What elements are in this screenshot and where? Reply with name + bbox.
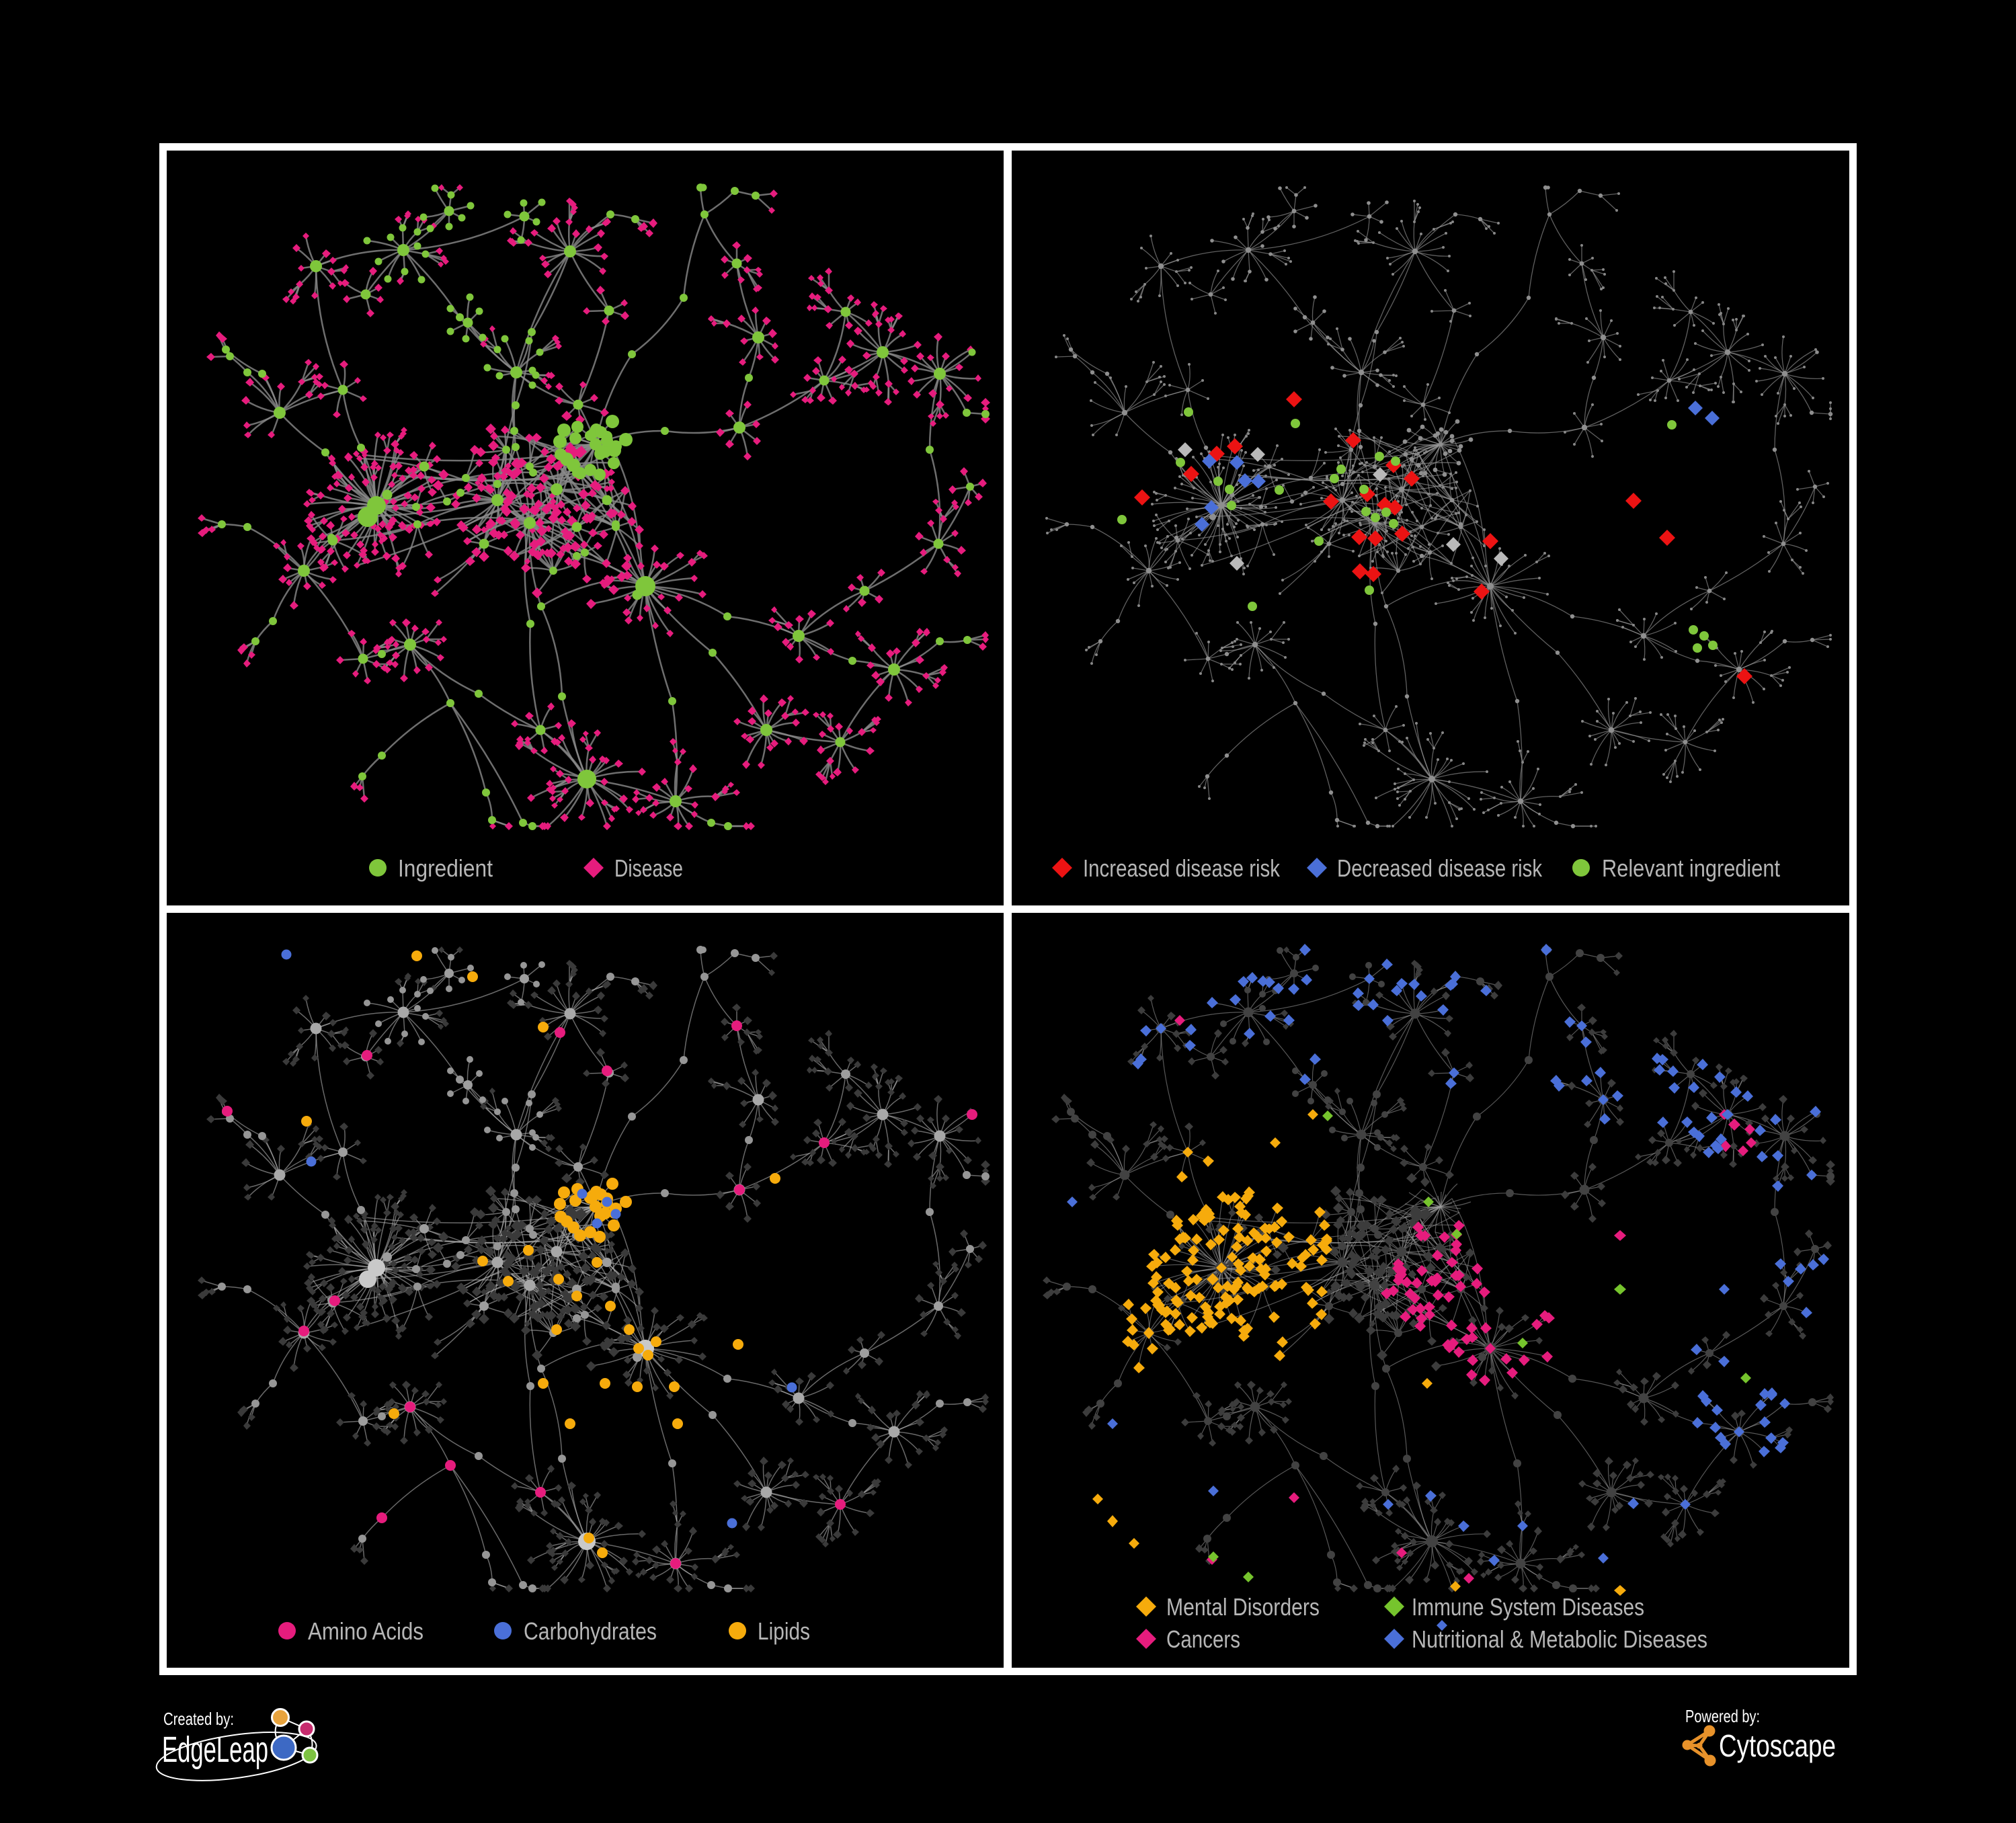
svg-text:Carbohydrates: Carbohydrates bbox=[524, 1617, 657, 1645]
svg-text:Increased disease risk: Increased disease risk bbox=[1083, 854, 1281, 882]
svg-text:Ingredient: Ingredient bbox=[398, 854, 493, 882]
svg-text:Immune System Diseases: Immune System Diseases bbox=[1412, 1593, 1644, 1621]
svg-text:Relevant ingredient: Relevant ingredient bbox=[1602, 854, 1780, 882]
svg-text:Decreased disease risk: Decreased disease risk bbox=[1337, 854, 1543, 882]
svg-text:Mental Disorders: Mental Disorders bbox=[1166, 1593, 1320, 1621]
svg-text:Cytoscape: Cytoscape bbox=[1719, 1728, 1836, 1763]
svg-text:Amino Acids: Amino Acids bbox=[308, 1617, 424, 1645]
svg-text:Powered by:: Powered by: bbox=[1685, 1706, 1760, 1726]
svg-text:Lipids: Lipids bbox=[758, 1617, 810, 1645]
svg-text:Created by:: Created by: bbox=[163, 1709, 234, 1729]
svg-text:Cancers: Cancers bbox=[1166, 1625, 1240, 1653]
svg-text:EdgeLeap: EdgeLeap bbox=[162, 1730, 268, 1770]
svg-text:Nutritional & Metabolic Diseas: Nutritional & Metabolic Diseases bbox=[1412, 1625, 1707, 1653]
svg-text:Disease: Disease bbox=[614, 854, 683, 882]
